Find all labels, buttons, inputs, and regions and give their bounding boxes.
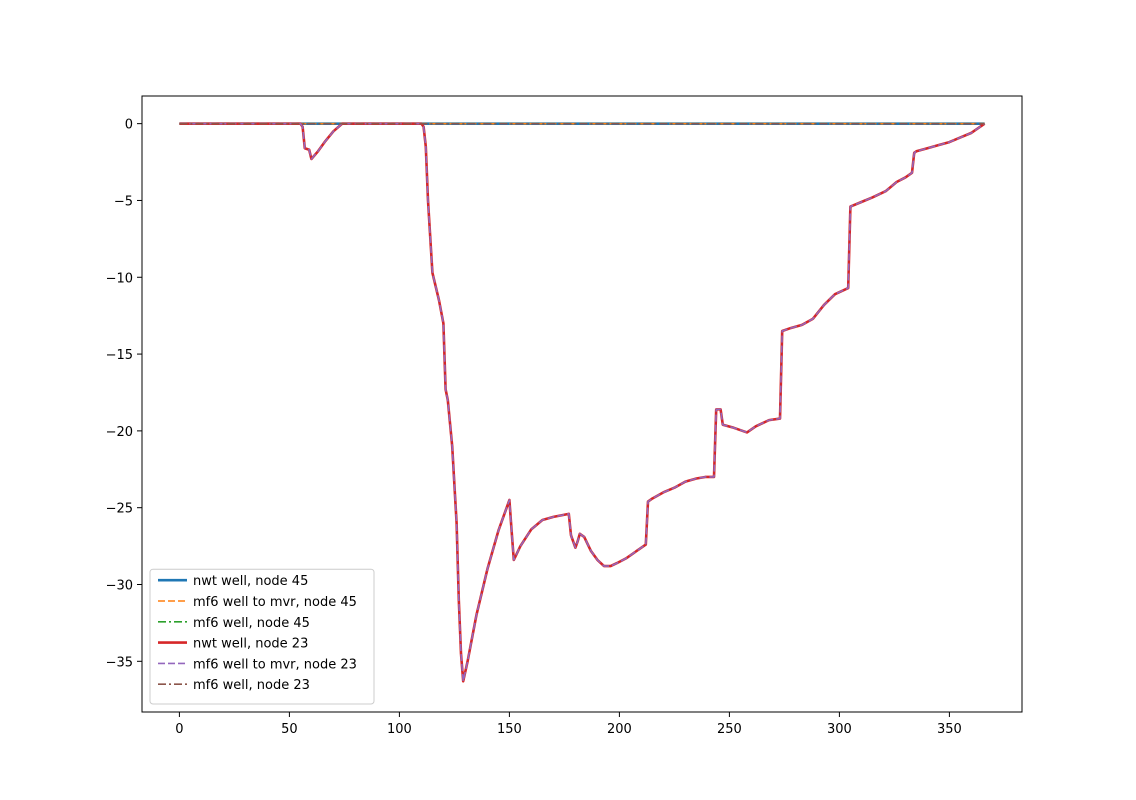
x-tick-label: 300 [827, 722, 852, 737]
x-axis: 0 50 100 150 200 250 300 350 [175, 712, 962, 737]
legend-label: mf6 well, node 23 [193, 678, 310, 693]
plot-area [179, 122, 986, 683]
y-axis: 0 −5 −10 −15 −20 −25 −30 −35 [106, 118, 142, 670]
y-tick-label: −5 [114, 194, 133, 209]
y-tick-label: −20 [106, 425, 133, 440]
legend-label: nwt well, node 23 [193, 637, 308, 652]
axes-frame [141, 95, 1023, 713]
legend-label: mf6 well to mvr, node 45 [193, 595, 357, 610]
x-tick-label: 350 [937, 722, 962, 737]
x-tick-label: 200 [607, 722, 632, 737]
y-tick-label: −10 [106, 271, 133, 286]
x-tick-label: 100 [387, 722, 412, 737]
legend-label: mf6 well, node 45 [193, 616, 310, 631]
x-tick-label: 250 [717, 722, 742, 737]
x-tick-label: 150 [497, 722, 522, 737]
x-tick-label: 50 [281, 722, 298, 737]
series-line-5 [179, 122, 986, 683]
legend-label: mf6 well to mvr, node 23 [193, 657, 357, 672]
y-tick-label: −15 [106, 348, 133, 363]
legend-box [149, 568, 375, 705]
y-tick-label: −35 [106, 655, 133, 670]
legend: nwt well, node 45 mf6 well to mvr, node 4… [149, 568, 375, 705]
legend-label: nwt well, node 45 [193, 574, 308, 589]
y-tick-label: 0 [125, 118, 133, 133]
y-tick-label: −30 [106, 578, 133, 593]
x-tick-label: 0 [175, 722, 183, 737]
y-tick-label: −25 [106, 502, 133, 517]
